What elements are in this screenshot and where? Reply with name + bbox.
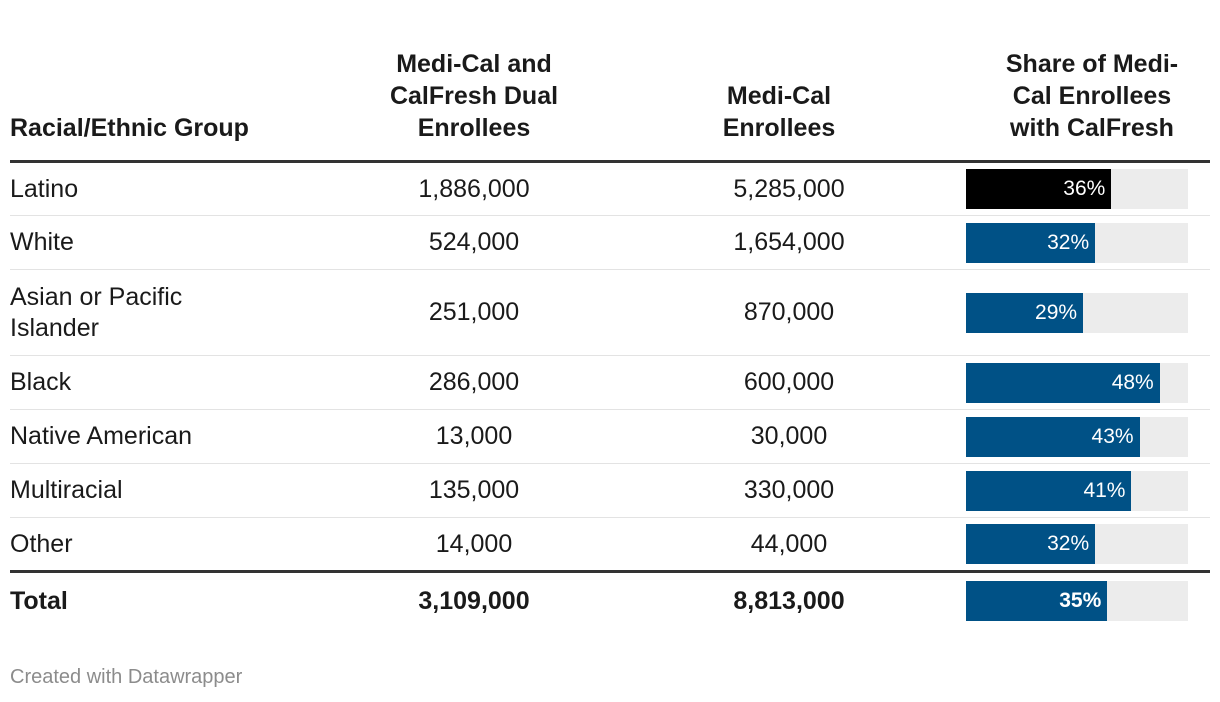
medical-enrollees-cell: 30,000 xyxy=(574,409,974,464)
share-bar: 29% xyxy=(966,292,1084,333)
share-bar-label: 43% xyxy=(1091,424,1134,448)
share-cell: 29% xyxy=(966,269,1210,356)
dual-enrollees-cell: 524,000 xyxy=(374,215,574,270)
group-cell: Latino xyxy=(10,161,374,216)
header-share-line: Share of Medi- xyxy=(1005,50,1179,78)
medical-enrollees-value: 870,000 xyxy=(743,298,835,326)
share-cell: 32% xyxy=(966,517,1210,573)
dual-enrollees-cell: 1,886,000 xyxy=(374,161,574,216)
dual-enrollees-cell: 251,000 xyxy=(374,269,574,356)
dual-enrollees-cell: 3,109,000 xyxy=(418,586,530,615)
group-cell: Native American xyxy=(10,409,374,464)
medical-enrollees-value: 8,813,000 xyxy=(733,586,845,615)
medical-enrollees-value: 30,000 xyxy=(750,422,828,450)
share-bar-label: 48% xyxy=(1111,370,1154,394)
header-medical: Medi-Cal Enrollees xyxy=(574,48,974,163)
medical-enrollees-cell: 5,285,000 xyxy=(574,161,974,216)
share-bar: 32% xyxy=(966,222,1096,263)
header-group: Racial/Ethnic Group xyxy=(10,48,374,163)
group-cell: Total xyxy=(10,586,68,615)
share-bar: 41% xyxy=(966,470,1132,511)
table-row: Total 3,109,000 8,813,000 35% xyxy=(10,572,1210,630)
share-bar-label: 32% xyxy=(1047,532,1090,555)
group-cell: Other xyxy=(10,517,374,573)
header-share: Share of Medi- Cal Enrollees with CalFre… xyxy=(974,48,1210,163)
table-row: Native American 13,000 30,000 43% xyxy=(10,409,1210,464)
header-dual-line: Medi-Cal and xyxy=(396,50,552,78)
medical-enrollees-cell: 870,000 xyxy=(574,269,974,356)
share-bar-track: 32% xyxy=(966,524,1188,564)
share-bar-track: 32% xyxy=(966,222,1188,263)
share-bar: 35% xyxy=(966,581,1108,621)
medical-enrollees-cell: 1,654,000 xyxy=(574,215,974,270)
share-bar: 43% xyxy=(966,416,1140,457)
dual-enrollees-cell: 286,000 xyxy=(374,355,574,410)
header-dual-line: Enrollees xyxy=(417,114,531,142)
group-cell: White xyxy=(10,215,374,270)
share-bar-label: 35% xyxy=(1059,589,1102,612)
share-bar-track: 29% xyxy=(966,292,1188,333)
header-dual-line: CalFresh Dual xyxy=(389,82,559,110)
medical-enrollees-cell: 600,000 xyxy=(574,355,974,410)
medical-enrollees-value: 5,285,000 xyxy=(733,174,845,203)
table-row: Asian or Pacific Islander 251,000 870,000 29… xyxy=(10,269,1210,356)
share-bar: 36% xyxy=(966,169,1112,209)
share-bar: 48% xyxy=(966,362,1160,403)
table-row: Black 286,000 600,000 48% xyxy=(10,355,1210,410)
share-bar-label: 36% xyxy=(1063,177,1106,200)
header-medical-line: Medi-Cal xyxy=(726,82,832,110)
dual-enrollees-cell: 14,000 xyxy=(374,517,574,573)
share-cell: 35% xyxy=(966,572,1210,630)
table-row: Other 14,000 44,000 32% xyxy=(10,517,1210,573)
dual-enrollees-cell: 13,000 xyxy=(374,409,574,464)
share-cell: 48% xyxy=(966,355,1210,410)
share-bar-track: 41% xyxy=(966,470,1188,511)
medical-enrollees-value: 1,654,000 xyxy=(733,228,845,256)
medical-enrollees-cell: 8,813,000 xyxy=(574,572,974,630)
credit-footer: Created with Datawrapper xyxy=(10,666,243,688)
group-cell: Asian or Pacific Islander xyxy=(10,269,374,356)
header-row: Racial/Ethnic Group Medi-Cal and CalFres… xyxy=(10,48,1210,163)
share-cell: 43% xyxy=(966,409,1210,464)
share-cell: 32% xyxy=(966,215,1210,270)
table-row: Latino 1,886,000 5,285,000 36% xyxy=(10,161,1210,216)
header-dual: Medi-Cal and CalFresh Dual Enrollees xyxy=(374,48,574,163)
share-bar-track: 36% xyxy=(966,169,1188,209)
medical-enrollees-value: 330,000 xyxy=(743,476,835,504)
share-cell: 41% xyxy=(966,463,1210,518)
share-bar-label: 32% xyxy=(1047,230,1090,254)
share-bar-track: 48% xyxy=(966,362,1188,403)
header-share-line: Cal Enrollees xyxy=(1012,82,1172,110)
group-label-line: Asian or Pacific xyxy=(10,282,183,311)
medical-enrollees-value: 600,000 xyxy=(743,368,835,396)
group-cell: Black xyxy=(10,355,374,410)
share-bar-label: 29% xyxy=(1035,300,1078,324)
medical-enrollees-value: 44,000 xyxy=(750,529,828,558)
dual-enrollees-cell: 135,000 xyxy=(374,463,574,518)
header-share-line: with CalFresh xyxy=(1010,114,1174,142)
share-bar-track: 35% xyxy=(966,581,1188,621)
medical-enrollees-cell: 44,000 xyxy=(574,517,974,573)
group-label-line: Islander xyxy=(10,313,99,342)
share-bar-label: 41% xyxy=(1083,478,1126,502)
table-row: White 524,000 1,654,000 32% xyxy=(10,215,1210,270)
share-bar: 32% xyxy=(966,524,1096,564)
table-row: Multiracial 135,000 330,000 41% xyxy=(10,463,1210,518)
medical-enrollees-cell: 330,000 xyxy=(574,463,974,518)
enrollment-table: Racial/Ethnic Group Medi-Cal and CalFres… xyxy=(10,48,1210,629)
share-bar-track: 43% xyxy=(966,416,1188,457)
group-cell: Multiracial xyxy=(10,463,374,518)
share-cell: 36% xyxy=(966,161,1210,216)
header-medical-line: Enrollees xyxy=(722,114,836,142)
